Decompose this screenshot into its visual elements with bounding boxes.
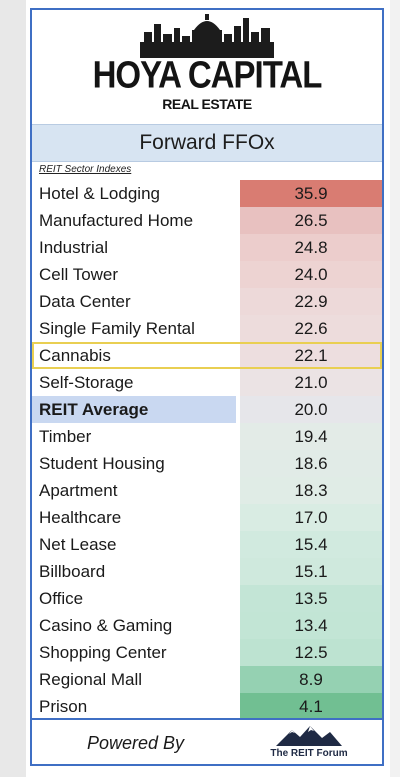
table-row: Industrial 24.8 xyxy=(32,234,382,261)
table-row: Timber 19.4 xyxy=(32,423,382,450)
table-row: Regional Mall 8.9 xyxy=(32,666,382,693)
table-row: Single Family Rental 22.6 xyxy=(32,315,382,342)
powered-by-text: Powered By xyxy=(87,733,185,753)
sector-value: 15.1 xyxy=(240,558,382,585)
table-row: Cannabis 22.1 xyxy=(32,342,382,369)
sector-value: 24.0 xyxy=(240,261,382,288)
table-row: Office 13.5 xyxy=(32,585,382,612)
footer: Powered By The REIT Forum xyxy=(32,718,382,766)
table-row: Casino & Gaming 13.4 xyxy=(32,612,382,639)
sector-value: 8.9 xyxy=(240,666,382,693)
sector-label: Industrial xyxy=(39,238,108,257)
sector-label: Single Family Rental xyxy=(39,319,195,338)
table-row: REIT Average 20.0 xyxy=(32,396,382,423)
ffo-panel: HOYA CAPITAL REAL ESTATE Forward FFOx RE… xyxy=(30,8,384,766)
table-row: Apartment 18.3 xyxy=(32,477,382,504)
sector-label: Timber xyxy=(39,427,92,446)
sector-label: Manufactured Home xyxy=(39,211,194,230)
mountain-icon xyxy=(276,726,342,746)
table-row: Net Lease 15.4 xyxy=(32,531,382,558)
table-row: Student Housing 18.6 xyxy=(32,450,382,477)
table-row: Shopping Center 12.5 xyxy=(32,639,382,666)
sector-value: 26.5 xyxy=(240,207,382,234)
table-row: Data Center 22.9 xyxy=(32,288,382,315)
sector-label: Casino & Gaming xyxy=(39,616,173,635)
sector-label: Cannabis xyxy=(39,346,111,365)
table-row: Healthcare 17.0 xyxy=(32,504,382,531)
table-subtitle: REIT Sector Indexes xyxy=(39,164,132,175)
sector-value: 18.3 xyxy=(240,477,382,504)
sector-label: Shopping Center xyxy=(39,643,167,662)
sector-label: REIT Average xyxy=(32,396,236,423)
sector-label: Regional Mall xyxy=(39,670,142,689)
sector-label: Billboard xyxy=(39,562,106,581)
table-title: Forward FFOx xyxy=(139,131,275,154)
sector-label: Data Center xyxy=(39,292,131,311)
sector-label: Office xyxy=(39,589,84,608)
sector-value: 24.8 xyxy=(240,234,382,261)
table-row: Hotel & Lodging 35.9 xyxy=(32,180,382,207)
left-edge-strip xyxy=(0,0,26,777)
sector-label: Cell Tower xyxy=(39,265,119,284)
sector-value: 22.9 xyxy=(240,288,382,315)
table-row: Billboard 15.1 xyxy=(32,558,382,585)
sector-value: 21.0 xyxy=(240,369,382,396)
hoya-capital-logo: HOYA CAPITAL REAL ESTATE xyxy=(32,10,382,124)
sector-label: Hotel & Lodging xyxy=(39,184,160,203)
right-edge-strip xyxy=(390,0,400,777)
sector-value: 35.9 xyxy=(240,180,382,207)
title-band: Forward FFOx xyxy=(32,124,382,162)
sector-value: 22.6 xyxy=(240,315,382,342)
table-row: Prison 4.1 xyxy=(32,693,382,720)
skyline-icon xyxy=(140,14,274,58)
table-row: Cell Tower 24.0 xyxy=(32,261,382,288)
sector-label: Healthcare xyxy=(39,508,122,527)
sector-value: 18.6 xyxy=(240,450,382,477)
sector-label: Prison xyxy=(39,697,88,716)
sector-value: 13.5 xyxy=(240,585,382,612)
logo-title: HOYA CAPITAL xyxy=(92,53,323,96)
table-row: Manufactured Home 26.5 xyxy=(32,207,382,234)
reit-forum-logo: The REIT Forum xyxy=(264,724,354,764)
sector-value: 15.4 xyxy=(240,531,382,558)
sector-value: 4.1 xyxy=(240,693,382,720)
sector-value: 12.5 xyxy=(240,639,382,666)
sector-label: Net Lease xyxy=(39,535,117,554)
sector-value: 17.0 xyxy=(240,504,382,531)
sector-value: 19.4 xyxy=(240,423,382,450)
table-row: Self-Storage 21.0 xyxy=(32,369,382,396)
sector-label: Apartment xyxy=(39,481,118,500)
sector-value: 22.1 xyxy=(240,342,382,369)
reit-forum-text: The REIT Forum xyxy=(270,748,348,759)
sector-label: Self-Storage xyxy=(39,373,134,392)
logo-subtitle: REAL ESTATE xyxy=(162,96,252,112)
sector-value: 13.4 xyxy=(240,612,382,639)
sector-value: 20.0 xyxy=(240,396,382,423)
sector-label: Student Housing xyxy=(39,454,165,473)
